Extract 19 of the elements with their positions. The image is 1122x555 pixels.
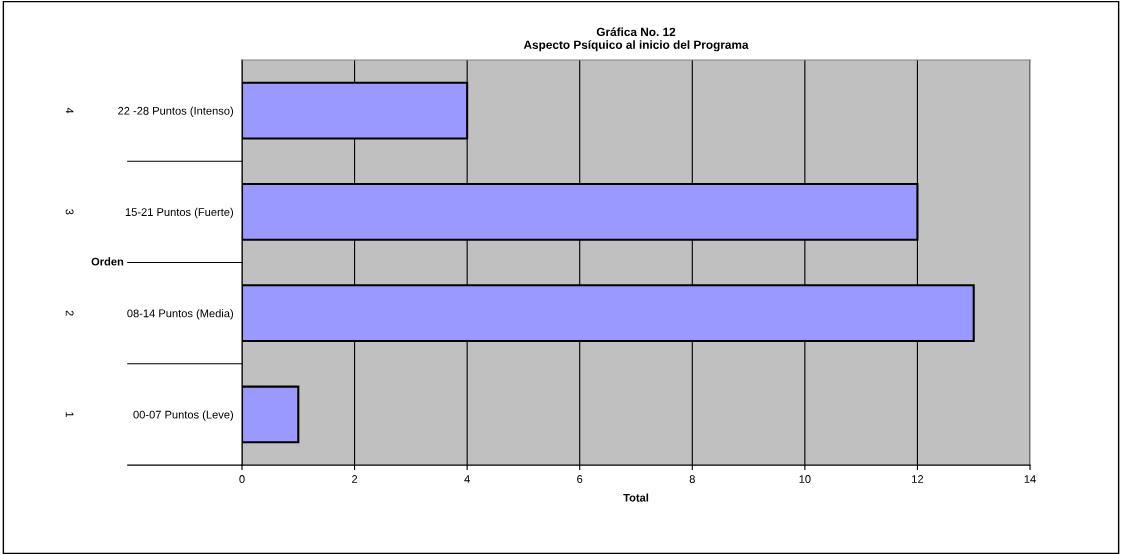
y-axis-title: Orden <box>91 257 124 266</box>
x-tick-label: 0 <box>239 475 245 483</box>
x-tick-label: 2 <box>352 475 358 483</box>
y-tick-label: 22 -28 Puntos (Intenso) <box>118 106 233 117</box>
text: 4 <box>65 107 74 114</box>
text: 2 <box>65 310 74 316</box>
y-tick-label: 08-14 Puntos (Media) <box>127 309 233 320</box>
text: 3 <box>65 209 74 215</box>
x-tick-label: 10 <box>799 475 811 483</box>
x-tick-label: 8 <box>689 475 695 483</box>
x-tick-label: 4 <box>464 475 470 483</box>
y-tick-label: 15-21 Puntos (Fuerte) <box>125 207 233 219</box>
x-axis-title: Total <box>623 493 649 502</box>
y-tick-label: 00-07 Puntos (Leve) <box>133 410 233 421</box>
chart-title: Gráfica No. 12 Aspecto Psíquico al inicio del Programa <box>523 27 749 52</box>
text: 1 <box>65 412 74 417</box>
x-tick-label: 6 <box>577 475 583 483</box>
x-tick-label: 14 <box>1024 475 1036 483</box>
x-tick-label: 12 <box>912 475 924 483</box>
